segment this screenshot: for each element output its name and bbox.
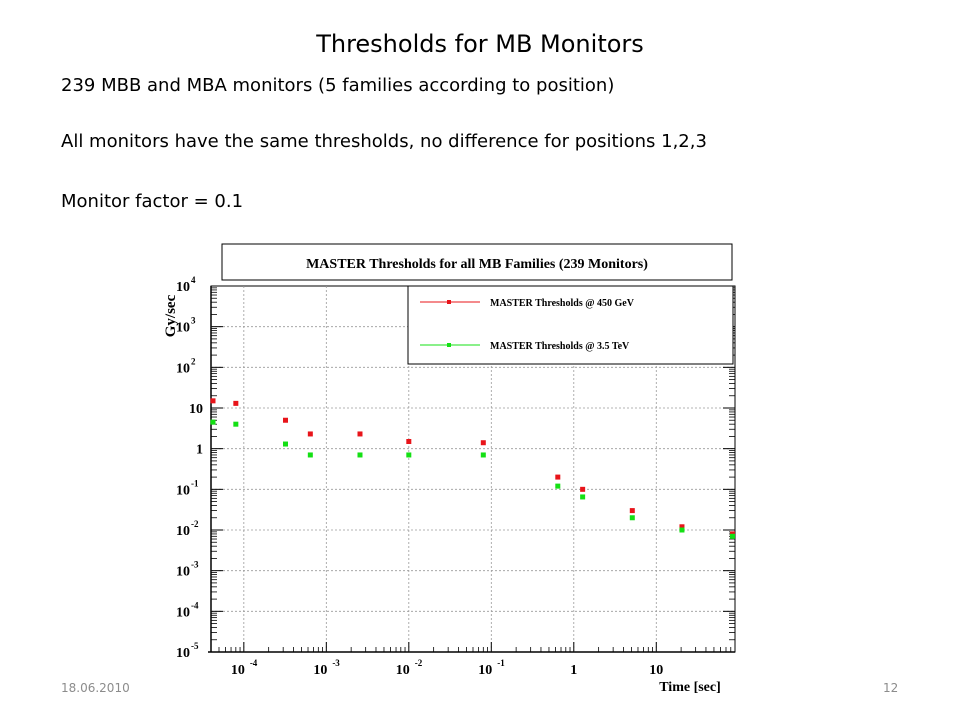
chart-title: MASTER Thresholds for all MB Families (2… — [306, 257, 648, 272]
data-point-450gev — [629, 508, 635, 514]
data-point-3-5tev — [357, 452, 363, 458]
y-tick-exponent: 2 — [191, 356, 196, 366]
x-tick-label: 10 — [649, 663, 663, 678]
legend-marker-3-5tev — [447, 343, 451, 347]
x-tick-exponent: -3 — [332, 658, 340, 668]
data-point-3-5tev — [480, 452, 486, 458]
data-point-450gev — [210, 398, 216, 404]
data-point-3-5tev — [282, 441, 288, 447]
data-point-3-5tev — [729, 533, 735, 539]
data-point-450gev — [233, 400, 239, 406]
y-tick-label: 10 — [176, 483, 190, 498]
y-tick-label: 10 — [176, 565, 190, 580]
info-line-monitor-factor: Monitor factor = 0.1 — [61, 191, 244, 212]
data-point-3-5tev — [580, 494, 586, 500]
chart-title-box — [221, 243, 733, 281]
info-line-thresholds: All monitors have the same thresholds, n… — [61, 131, 707, 152]
data-point-450gev — [406, 439, 412, 445]
x-tick-exponent: -2 — [415, 658, 423, 668]
legend-label-3-5tev: MASTER Thresholds @ 3.5 TeV — [490, 341, 630, 352]
y-tick-label: 10 — [176, 605, 190, 620]
data-point-3-5tev — [555, 483, 561, 489]
data-point-450gev — [555, 474, 561, 480]
x-tick-label: 10 — [231, 663, 245, 678]
y-tick-label: 10 — [176, 524, 190, 539]
y-tick-label: 1 — [196, 443, 203, 458]
y-tick-exponent: -1 — [191, 478, 199, 488]
data-point-450gev — [679, 524, 685, 530]
info-line-monitors: 239 MBB and MBA monitors (5 families acc… — [61, 75, 615, 96]
y-tick-label: 10 — [176, 280, 190, 295]
y-tick-exponent: 4 — [191, 275, 196, 285]
y-tick-exponent: -5 — [191, 641, 199, 651]
y-tick-label: 10 — [176, 361, 190, 376]
data-point-3-5tev — [679, 527, 685, 533]
y-axis-title: Gy/sec — [163, 294, 179, 337]
data-point-layer — [210, 398, 735, 539]
page-number: 12 — [883, 681, 899, 695]
data-point-450gev — [282, 417, 288, 423]
y-tick-exponent: 3 — [191, 316, 196, 326]
data-point-450gev — [480, 440, 486, 446]
x-tick-label: 10 — [313, 663, 327, 678]
y-tick-exponent: -3 — [191, 560, 199, 570]
legend-marker-450gev — [447, 300, 451, 304]
data-point-450gev — [357, 431, 363, 437]
data-point-450gev — [307, 431, 313, 437]
y-tick-exponent: -4 — [191, 600, 199, 610]
legend: MASTER Thresholds @ 450 GeV MASTER Thres… — [407, 285, 734, 365]
data-point-3-5tev — [233, 421, 239, 427]
x-tick-exponent: -1 — [497, 658, 505, 668]
data-point-3-5tev — [210, 419, 216, 425]
x-tick-exponent: -4 — [250, 658, 258, 668]
x-axis-title: Time [sec] — [659, 680, 721, 695]
y-tick-label: 10 — [176, 646, 190, 661]
y-tick-label: 10 — [189, 402, 203, 417]
y-tick-label: 10 — [176, 321, 190, 336]
x-tick-label: 1 — [570, 663, 577, 678]
data-point-450gev — [580, 486, 586, 492]
footer-date: 18.06.2010 — [61, 681, 130, 695]
legend-box — [407, 285, 734, 365]
data-point-3-5tev — [406, 452, 412, 458]
y-tick-exponent: -2 — [191, 519, 199, 529]
x-tick-label: 10 — [478, 663, 492, 678]
slide-title: Thresholds for MB Monitors — [316, 30, 644, 58]
x-tick-label: 10 — [396, 663, 410, 678]
legend-label-450gev: MASTER Thresholds @ 450 GeV — [490, 298, 635, 309]
data-point-3-5tev — [629, 515, 635, 521]
data-point-3-5tev — [307, 452, 313, 458]
